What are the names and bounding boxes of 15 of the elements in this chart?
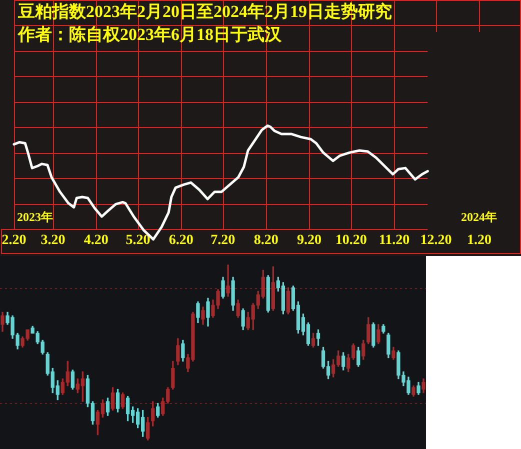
x-tick-label: 1.20 [466, 233, 492, 248]
annotation: 2024年 [461, 210, 497, 224]
x-tick-label: 11.20 [378, 233, 410, 248]
x-tick-label: 12.20 [420, 233, 452, 248]
x-tick-label: 7.20 [210, 233, 236, 248]
x-tick-label: 6.20 [168, 233, 194, 248]
candlestick [226, 264, 230, 297]
x-tick-label: 10.20 [335, 233, 367, 248]
x-tick-label: 4.20 [84, 233, 108, 248]
x-tick-label: 8.20 [254, 233, 278, 248]
annotation: 2023年 [17, 210, 53, 224]
x-tick-label: 9.20 [297, 233, 322, 248]
x-tick-label: 2.20 [2, 233, 26, 248]
x-tick-label: 3.20 [40, 233, 66, 248]
x-tick-label: 5.20 [126, 233, 150, 248]
